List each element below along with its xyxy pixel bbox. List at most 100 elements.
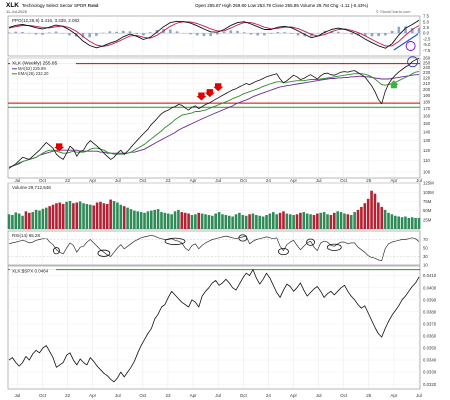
- ppo-histogram-bar: [81, 33, 85, 38]
- volume-bar: [109, 199, 112, 229]
- fund-name: Technology Select Sector SPDR Fund: [22, 3, 99, 8]
- volume-legend-bg: [10, 184, 72, 191]
- x-tick-label-mid: Oct: [340, 178, 348, 183]
- ppo-tick-label: -7.5: [423, 48, 431, 53]
- volume-bar: [21, 215, 24, 229]
- x-tick-label: Apr: [190, 393, 198, 398]
- x-tick-label-mid: 24: [266, 178, 272, 183]
- ppo-histogram-bar: [54, 31, 58, 34]
- x-tick-label-mid: Oct: [39, 178, 47, 183]
- rsi-legend: RSI(14) 65.28: [12, 233, 41, 238]
- price-tick-label: 130: [423, 138, 431, 143]
- price-line: [8, 58, 420, 169]
- volume-bar: [24, 211, 28, 229]
- x-tick-label-mid: 25: [366, 178, 372, 183]
- x-tick-label: Oct: [340, 393, 348, 398]
- volume-bar: [78, 201, 82, 229]
- ratio-panel: [7, 265, 421, 390]
- x-tick-label-mid: 22: [65, 178, 71, 183]
- volume-bar: [238, 212, 241, 229]
- volume-bar: [417, 217, 421, 229]
- volume-bar: [170, 214, 173, 229]
- ratio-line: [8, 269, 420, 383]
- ema-legend: EMA(26) 232.20: [18, 71, 49, 76]
- volume-bar: [322, 212, 326, 229]
- x-tick-label-mid: Oct: [139, 178, 147, 183]
- x-tick-label: 23: [165, 393, 171, 398]
- ratio-tick-label: 0.0380: [423, 309, 437, 314]
- price-tick-label: 120: [423, 148, 431, 153]
- rsi-panel: [7, 230, 421, 266]
- volume-bar: [312, 215, 316, 229]
- panels: 7.55.02.50.0-2.5-5.0-7.5 PPO(12,26,9) 3.4…: [7, 14, 437, 398]
- ppo-histogram-bar: [397, 26, 401, 34]
- volume-bar: [65, 201, 68, 229]
- rsi-annotation-ellipse: [164, 237, 186, 245]
- volume-bar: [214, 213, 217, 229]
- ratio-legend: XLK:$SPX 0.0464: [12, 268, 49, 273]
- volume-bar: [58, 202, 62, 229]
- volume-bar: [95, 202, 99, 229]
- x-tick-label-mid: Apr: [190, 178, 198, 183]
- ppo-legend: PPO(12,26,9) 3.416, 3.339, 2.082: [12, 18, 80, 23]
- ppo-histogram-bar: [7, 32, 11, 34]
- rsi-legend-bg: [10, 232, 54, 239]
- x-tick-label-mid: Oct: [240, 178, 248, 183]
- volume-bar: [275, 214, 278, 229]
- ppo-histogram-bar: [121, 30, 125, 34]
- price-tick-label: 230: [423, 70, 431, 75]
- x-tick-label-mid: Apr: [89, 178, 97, 183]
- ppo-histogram-bar: [289, 33, 293, 34]
- volume-bar: [204, 214, 207, 229]
- ppo-histogram-bar: [276, 32, 280, 34]
- volume-bar: [136, 211, 140, 229]
- volume-bar: [234, 214, 238, 229]
- volume-bar: [261, 216, 265, 229]
- ratio-tick-label: 0.0350: [423, 346, 437, 351]
- volume-bar: [268, 213, 272, 229]
- volume-bar: [346, 214, 350, 229]
- x-tick-label: Jul: [416, 393, 422, 398]
- ppo-histogram-bar: [390, 30, 394, 34]
- ppo-histogram-bar: [148, 32, 152, 34]
- volume-bar: [44, 207, 48, 229]
- ppo-histogram-bar: [48, 32, 51, 34]
- price-tick-label: 100: [423, 169, 431, 174]
- volume-bar: [207, 215, 211, 229]
- volume-bar: [292, 215, 295, 229]
- volume-bar: [407, 217, 411, 229]
- ppo-signal-line: [8, 21, 420, 47]
- volume-bar: [51, 204, 55, 229]
- volume-bar: [400, 217, 404, 229]
- x-tick-label-mid: Jul: [115, 178, 121, 183]
- volume-bar: [197, 212, 201, 229]
- volume-bar: [133, 210, 136, 229]
- volume-bar: [339, 212, 343, 229]
- volume-bar: [99, 201, 102, 229]
- ppo-histogram-bar: [384, 33, 387, 36]
- volume-bar: [332, 212, 336, 229]
- x-tick-label: Oct: [39, 393, 47, 398]
- volume-bar: [356, 209, 360, 229]
- volume-bar: [126, 207, 129, 229]
- price-tick-label: 170: [423, 106, 431, 111]
- price-tick-label: 250: [423, 60, 431, 65]
- volume-bar: [349, 215, 353, 229]
- price-tick-label: 160: [423, 113, 431, 118]
- x-tick-label: 25: [366, 393, 372, 398]
- ppo-histogram-bar: [88, 33, 91, 38]
- volume-bar: [244, 215, 248, 229]
- volume-bar: [383, 209, 387, 229]
- volume-bar: [119, 204, 123, 229]
- rsi-annotation-ellipse: [97, 249, 111, 257]
- rsi-tick-label: 10: [423, 263, 428, 268]
- price-tick-label: 190: [423, 93, 431, 98]
- volume-bar: [116, 202, 119, 229]
- ratio-tick-label: 0.0400: [423, 285, 437, 290]
- rsi-annotation-ellipse: [53, 247, 60, 255]
- volume-bar: [319, 212, 323, 229]
- ppo-histogram-bar: [222, 31, 226, 34]
- volume-bar: [309, 214, 312, 229]
- arrow-down-marker: [213, 83, 224, 92]
- x-tick-label-mid: Jul: [416, 178, 422, 183]
